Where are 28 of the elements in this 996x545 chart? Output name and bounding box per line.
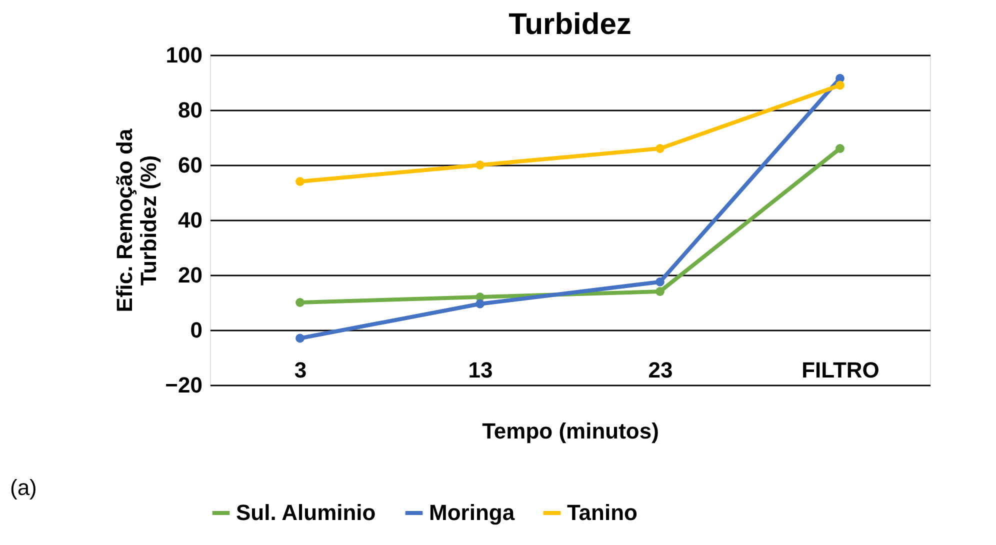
x-tick-label: 23: [648, 358, 673, 382]
y-tick-label: 0: [190, 318, 202, 342]
chart-title: Turbidez: [508, 8, 632, 41]
point: [656, 144, 664, 153]
point: [476, 160, 484, 170]
y-tick-label: 20: [178, 262, 202, 288]
y-tick-label: −20: [165, 372, 202, 398]
point: [296, 298, 304, 307]
legend-label: Moringa: [429, 500, 516, 525]
text: (a): [10, 475, 37, 500]
legend-label: Sul. Aluminio: [236, 500, 376, 525]
point: [296, 177, 304, 186]
x-tick-label: 3: [294, 358, 307, 382]
y-tick-label: 60: [178, 152, 202, 178]
point: [656, 277, 664, 286]
point: [656, 287, 664, 296]
x-tick-label: FILTRO: [802, 358, 880, 382]
point: [296, 334, 304, 343]
legend-label: Tanino: [567, 500, 638, 525]
y-tick-label: 40: [178, 208, 202, 232]
y-tick-label: 80: [178, 98, 202, 122]
point: [836, 80, 844, 90]
point: [836, 144, 844, 153]
y-axis-title: Efic. Remoção da Turbidez (%): [112, 128, 162, 312]
x-tick-label: 13: [468, 358, 493, 382]
y-tick-label: 100: [166, 42, 202, 68]
point: [476, 299, 484, 308]
x-axis-title: Tempo (minutos): [482, 418, 659, 444]
